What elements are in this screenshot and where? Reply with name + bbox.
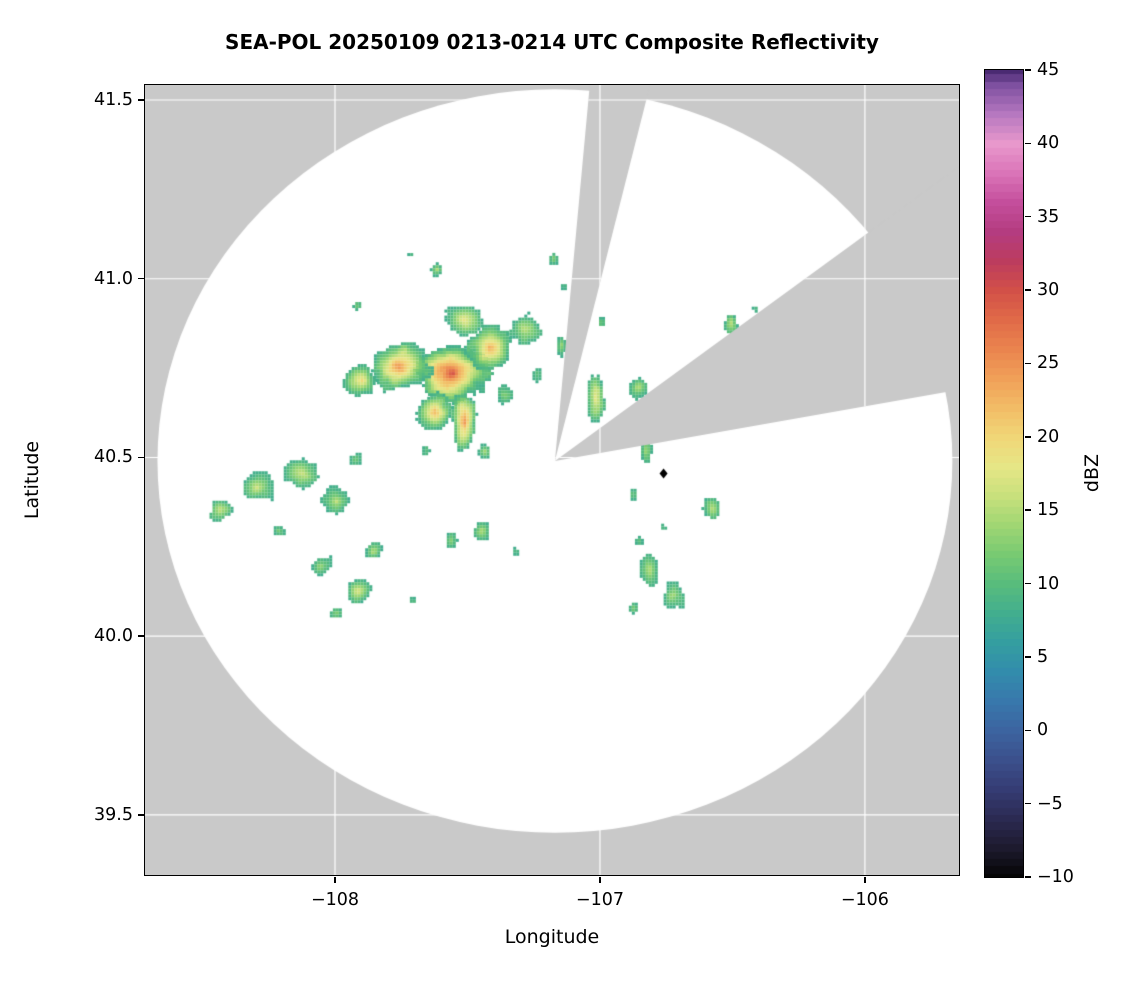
y-tick-label: 41.5 — [94, 90, 133, 110]
colorbar-tick-label: 30 — [1037, 280, 1060, 301]
colorbar-tick-label: 25 — [1037, 353, 1060, 374]
colorbar-tick-mark — [1025, 582, 1031, 585]
colorbar-tick-mark — [1025, 215, 1031, 218]
colorbar-tick-mark — [1025, 69, 1031, 71]
x-tick-mark — [599, 877, 601, 883]
y-axis-label: Latitude — [21, 440, 43, 520]
colorbar-tick-label: 0 — [1037, 720, 1049, 741]
colorbar-tick-label: −5 — [1037, 793, 1063, 814]
colorbar-tick-mark — [1025, 656, 1031, 658]
colorbar-tick-label: 45 — [1037, 60, 1060, 80]
x-tick-mark — [864, 877, 866, 883]
colorbar-tick-mark — [1025, 802, 1031, 805]
y-tick-mark — [137, 277, 144, 280]
x-tick-label: −108 — [310, 890, 360, 910]
colorbar-tick-label: 15 — [1037, 500, 1060, 521]
colorbar-tick-label: 20 — [1037, 426, 1060, 447]
y-tick-label: 40.0 — [94, 626, 133, 647]
colorbar-gradient — [984, 69, 1024, 878]
x-tick-label: −107 — [575, 890, 624, 910]
x-tick-label: −106 — [840, 890, 889, 910]
y-tick-mark — [137, 635, 144, 637]
x-tick-mark — [334, 877, 336, 883]
y-tick-label: 39.5 — [94, 804, 133, 825]
plot-area — [143, 83, 960, 876]
colorbar-tick-mark — [1025, 142, 1031, 145]
colorbar-tick-label: 10 — [1037, 573, 1060, 594]
colorbar-tick-label: 5 — [1037, 646, 1049, 667]
colorbar-tick-mark — [1025, 289, 1031, 291]
y-tick-mark — [137, 814, 144, 816]
colorbar-tick-mark — [1025, 509, 1031, 511]
colorbar-tick-mark — [1025, 436, 1031, 438]
y-tick-label: 41.0 — [94, 268, 133, 289]
chart-title: SEA-POL 20250109 0213-0214 UTC Composite… — [225, 30, 879, 54]
colorbar-tick-mark — [1025, 729, 1031, 732]
colorbar-tick-mark — [1025, 876, 1031, 878]
y-tick-label: 40.5 — [94, 447, 133, 468]
colorbar-tick-label: 40 — [1037, 133, 1060, 154]
radar-reflectivity-canvas — [144, 84, 959, 875]
x-axis-label: Longitude — [504, 926, 600, 948]
y-tick-mark — [137, 456, 144, 459]
colorbar-tick-mark — [1025, 362, 1031, 365]
colorbar-tick-label: −10 — [1037, 867, 1074, 887]
y-tick-mark — [137, 99, 144, 101]
colorbar-tick-label: 35 — [1037, 206, 1060, 227]
colorbar-label: dBZ — [1081, 453, 1103, 493]
